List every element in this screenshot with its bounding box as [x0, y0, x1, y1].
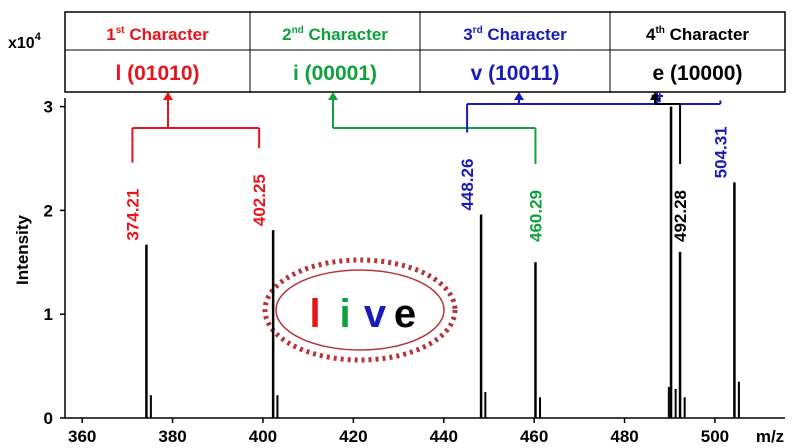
y-axis-label: Intensity [13, 215, 32, 285]
peak-label: 374.21 [123, 189, 142, 241]
x-tick-label: 380 [158, 427, 186, 446]
emblem-letter: e [394, 292, 416, 336]
header-text: Character [670, 25, 750, 44]
y-tick-label: 1 [44, 305, 53, 324]
header-number: 3 [463, 25, 472, 44]
y-tick-label: 3 [44, 98, 53, 117]
x-tick-label: 480 [610, 427, 638, 446]
peak-label: 492.28 [671, 190, 690, 242]
header-number: 4 [646, 25, 656, 44]
emblem-letter: i [339, 292, 350, 336]
x-tick-label: 420 [339, 427, 367, 446]
y-tick-label: 2 [44, 201, 53, 220]
x-tick-label: 500 [701, 427, 729, 446]
table-header: 2nd Character [282, 25, 388, 44]
y-tick-label: 0 [44, 409, 53, 428]
emblem-letter: v [364, 292, 387, 336]
header-text: Character [129, 25, 209, 44]
table-frame [64, 11, 786, 93]
header-text: Character [487, 25, 567, 44]
header-number: 1 [106, 25, 115, 44]
arrow-head [514, 92, 524, 100]
table-header: 1st Character [106, 25, 209, 44]
emblem-border [262, 257, 458, 363]
x-tick-label: 440 [430, 427, 458, 446]
header-text: Character [309, 25, 389, 44]
y-multiplier: x104 [8, 31, 42, 52]
header-number: 2 [282, 25, 291, 44]
peak-label: 402.25 [250, 174, 269, 226]
table-code: v (10011) [471, 62, 560, 85]
arrow-head [328, 92, 338, 100]
table-code: l (01010) [115, 62, 199, 85]
table-code: i (00001) [293, 62, 377, 85]
x-tick-label: 460 [520, 427, 548, 446]
table-code: e (10000) [653, 62, 743, 85]
header-suffix: st [116, 25, 126, 36]
table-header: 3rd Character [463, 25, 567, 44]
peak-label: 460.29 [526, 190, 545, 242]
peak-label: 504.31 [711, 126, 730, 178]
peak-label: 448.26 [458, 159, 477, 211]
y-multiplier-exponent: 4 [35, 31, 42, 43]
emblem-inner-border [275, 269, 445, 351]
x-axis-label: m/z [756, 427, 784, 446]
table-header: 4th Character [646, 25, 749, 44]
x-tick-label: 400 [249, 427, 277, 446]
arrow-head [650, 92, 660, 100]
header-suffix: th [655, 25, 664, 36]
arrow-head [163, 92, 173, 100]
header-suffix: rd [473, 25, 483, 36]
header-suffix: nd [292, 25, 304, 36]
x-tick-label: 360 [68, 427, 96, 446]
y-multiplier-base: x10 [8, 35, 35, 52]
emblem-letter: l [309, 292, 320, 336]
